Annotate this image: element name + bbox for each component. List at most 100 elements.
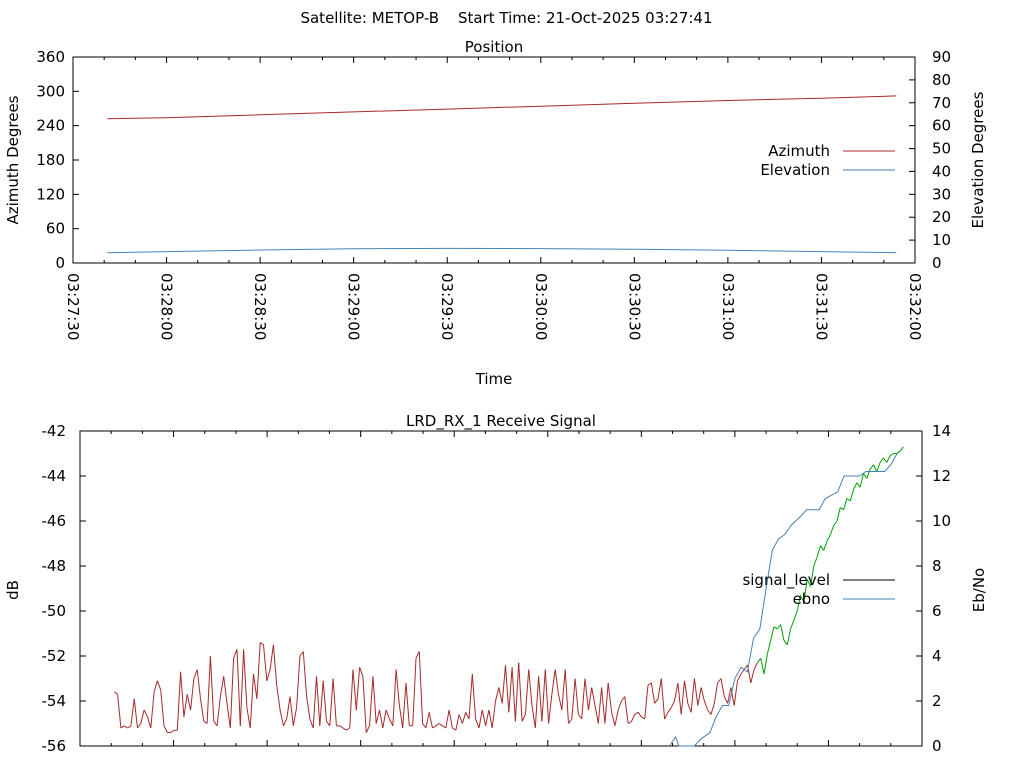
signal-level-segment bbox=[448, 709, 453, 729]
signal-title: LRD_RX_1 Receive Signal bbox=[406, 412, 596, 431]
signal-level-segment bbox=[843, 498, 848, 510]
signal-level-segment bbox=[170, 729, 175, 733]
azimuth-tick-label: 0 bbox=[55, 254, 65, 272]
signal-level-segment bbox=[229, 658, 235, 729]
signal-level-segment bbox=[660, 678, 666, 720]
signal-level-segment bbox=[389, 718, 394, 727]
azimuth-axis-label: Azimuth Degrees bbox=[4, 95, 22, 224]
signal-level-segment bbox=[836, 507, 841, 522]
ebno-tick-label: 12 bbox=[932, 467, 951, 485]
signal-level-segment bbox=[223, 676, 228, 704]
signal-level-segment bbox=[326, 721, 331, 727]
signal-level-segment bbox=[365, 725, 371, 733]
signal-level-segment bbox=[243, 649, 248, 708]
signal-level-segment bbox=[491, 700, 496, 729]
signal-level-segment bbox=[266, 669, 271, 681]
signal-level-segment bbox=[398, 705, 404, 729]
signal-level-segment bbox=[740, 669, 745, 675]
signal-level-segment bbox=[571, 678, 576, 720]
signal-level-segment bbox=[793, 610, 798, 621]
signal-level-segment bbox=[442, 725, 447, 729]
signal-level-segment bbox=[773, 626, 778, 630]
signal-level-segment bbox=[637, 712, 642, 718]
azimuth-tick-label: 360 bbox=[36, 48, 65, 66]
signal-level-segment bbox=[531, 705, 536, 729]
signal-level-segment bbox=[435, 723, 440, 727]
signal-level-segment bbox=[594, 705, 599, 724]
signal-level-segment bbox=[803, 579, 808, 603]
signal-level-segment bbox=[584, 678, 589, 711]
signal-level-segment bbox=[372, 676, 377, 724]
signal-level-segment bbox=[816, 545, 821, 558]
signal-level-segment bbox=[534, 676, 540, 729]
time-tick-label: 03:31:00 bbox=[719, 273, 737, 340]
signal-level-segment bbox=[471, 673, 477, 720]
signal-level-segment bbox=[375, 709, 380, 724]
signal-level-segment bbox=[143, 709, 148, 718]
signal-level-segment bbox=[468, 673, 473, 720]
signal-level-segment bbox=[561, 669, 566, 711]
azimuth-tick-label: 120 bbox=[36, 185, 65, 203]
azimuth-tick-label: 240 bbox=[36, 117, 65, 135]
signal-level-segment bbox=[753, 662, 758, 670]
signal-level-segment bbox=[422, 723, 427, 729]
signal-level-segment bbox=[395, 669, 400, 706]
signal-level-segment bbox=[876, 462, 881, 472]
signal-level-segment bbox=[405, 682, 410, 726]
signal-level-segment bbox=[332, 678, 337, 726]
signal-level-segment bbox=[153, 680, 158, 693]
signal-level-segment bbox=[501, 664, 506, 704]
time-tick-label: 03:28:30 bbox=[251, 273, 269, 340]
signal-level-segment bbox=[276, 685, 281, 711]
signal-level-segment bbox=[140, 709, 145, 724]
position-title: Position bbox=[465, 38, 523, 56]
signal-level-segment bbox=[757, 657, 762, 664]
signal-level-segment bbox=[478, 709, 483, 729]
signal-level-segment bbox=[687, 703, 692, 713]
time-tick-label: 03:30:00 bbox=[532, 273, 550, 340]
ebno-series-line bbox=[668, 453, 898, 747]
signal-level-segment bbox=[505, 664, 510, 713]
signal-level-segment bbox=[156, 680, 162, 690]
signal-level-segment bbox=[644, 685, 649, 720]
signal-level-segment bbox=[193, 669, 198, 679]
signal-level-segment bbox=[286, 696, 291, 720]
signal-level-segment bbox=[627, 720, 632, 724]
signal-level-segment bbox=[475, 718, 480, 729]
signal-level-segment bbox=[133, 698, 138, 729]
signal-level-segment bbox=[621, 696, 626, 702]
signal-level-segment bbox=[763, 653, 768, 675]
receive-signal-chart: LRD_RX_1 Receive Signal -56 -54 -52 -50 -48 -4… bbox=[4, 412, 988, 755]
signal-level-segment bbox=[428, 712, 433, 729]
signal-level-segment bbox=[879, 457, 884, 463]
signal-level-segment bbox=[760, 658, 765, 675]
signal-level-segment bbox=[541, 669, 546, 722]
signal-level-segment bbox=[587, 687, 593, 711]
elevation-tick-label: 40 bbox=[932, 162, 951, 180]
position-plot-frame bbox=[72, 56, 916, 264]
signal-level-segment bbox=[654, 698, 659, 704]
signal-level-segment bbox=[737, 673, 742, 682]
signal-level-segment bbox=[253, 673, 258, 699]
signal-level-segment bbox=[329, 678, 334, 726]
signal-level-segment bbox=[723, 696, 729, 704]
signal-level-segment bbox=[259, 642, 264, 646]
signal-level-segment bbox=[219, 676, 225, 697]
signal-level-segment bbox=[544, 669, 550, 724]
signal-level-segment bbox=[611, 712, 616, 726]
signal-level-segment bbox=[597, 687, 603, 724]
position-chart: Position 0 60 120 180 240 300 360 0 10 20 30 40 50 60 7… bbox=[4, 38, 987, 388]
signal-level-segment bbox=[461, 712, 467, 724]
signal-level-segment bbox=[180, 671, 185, 717]
signal-level-segment bbox=[114, 691, 118, 695]
elevation-tick-label: 0 bbox=[932, 254, 942, 272]
signal-level-segment bbox=[866, 469, 871, 479]
signal-level-segment bbox=[574, 678, 579, 715]
ebno-axis-label: Eb/No bbox=[970, 568, 988, 612]
signal-level-segment bbox=[452, 727, 457, 731]
signal-level-segment bbox=[342, 727, 347, 731]
signal-level-segment bbox=[849, 489, 855, 501]
elevation-tick-label: 60 bbox=[932, 117, 951, 135]
elevation-tick-label: 30 bbox=[932, 185, 951, 203]
